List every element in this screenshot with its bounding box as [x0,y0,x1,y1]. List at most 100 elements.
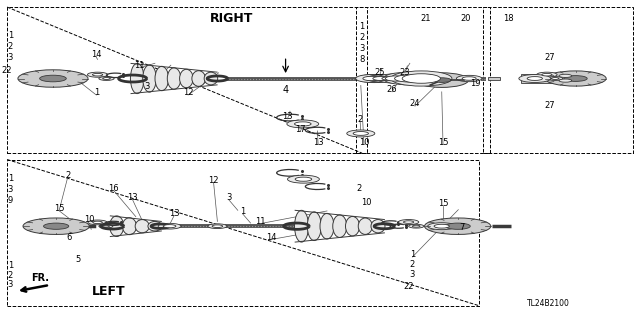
Ellipse shape [415,73,468,87]
Ellipse shape [356,75,388,83]
Text: 1: 1 [410,250,415,259]
Ellipse shape [433,78,451,82]
Bar [7,7,367,153]
Bar [7,160,479,306]
Text: TL24B2100: TL24B2100 [527,299,570,308]
Ellipse shape [371,219,385,233]
Ellipse shape [537,72,557,77]
Text: 12: 12 [183,88,193,97]
Bar [488,77,500,80]
Ellipse shape [358,218,372,234]
Text: 26: 26 [387,85,397,94]
Ellipse shape [143,65,156,92]
Text: 1: 1 [93,88,99,97]
Ellipse shape [564,76,587,81]
Ellipse shape [212,225,223,227]
Text: 8: 8 [360,55,365,64]
Ellipse shape [287,175,319,183]
Text: 25: 25 [374,68,385,77]
Text: 1: 1 [8,174,13,183]
Text: RIGHT: RIGHT [210,12,253,25]
Text: 6: 6 [66,233,72,242]
Ellipse shape [102,225,109,227]
Ellipse shape [385,76,406,81]
Text: 24: 24 [410,100,420,108]
Ellipse shape [559,74,572,78]
Text: 27: 27 [545,101,556,110]
Ellipse shape [294,210,308,242]
Ellipse shape [307,212,321,241]
Ellipse shape [542,73,552,76]
Text: 15: 15 [438,137,448,146]
Ellipse shape [148,221,162,231]
Text: 27: 27 [545,53,556,62]
Ellipse shape [287,120,319,128]
Ellipse shape [333,215,347,237]
Text: 19: 19 [470,79,480,88]
Ellipse shape [402,74,440,83]
Text: 10: 10 [359,137,369,146]
Ellipse shape [398,219,419,225]
Text: 3: 3 [145,82,150,91]
Ellipse shape [346,217,360,236]
Text: 13: 13 [313,137,323,146]
Text: 1: 1 [360,22,365,31]
Text: 14: 14 [266,233,276,242]
Ellipse shape [167,68,181,89]
Ellipse shape [383,72,434,85]
Ellipse shape [40,75,67,82]
Ellipse shape [545,71,606,86]
Ellipse shape [192,71,205,86]
Bar [559,79,575,82]
Text: 10: 10 [361,198,372,207]
Ellipse shape [377,76,399,81]
Ellipse shape [163,225,176,228]
Ellipse shape [408,224,424,228]
Ellipse shape [462,77,476,80]
Text: LEFT: LEFT [92,285,126,298]
Text: FR.: FR. [31,273,49,283]
Text: 18: 18 [503,14,514,23]
Text: 13: 13 [127,193,138,202]
Ellipse shape [395,75,422,82]
Text: 3: 3 [410,270,415,279]
Ellipse shape [383,77,396,80]
Text: 14: 14 [91,50,102,59]
Bar [483,7,633,153]
Text: 13: 13 [282,112,293,121]
Text: 20: 20 [461,14,471,23]
Ellipse shape [180,69,193,88]
Ellipse shape [391,71,452,86]
Text: 3: 3 [360,44,365,53]
Text: 11: 11 [255,217,266,226]
Ellipse shape [122,218,136,235]
Ellipse shape [92,73,102,76]
Text: 2: 2 [8,42,13,51]
Ellipse shape [295,177,312,181]
Text: 7: 7 [460,223,465,232]
Ellipse shape [373,77,388,80]
Ellipse shape [551,78,559,79]
Ellipse shape [365,76,383,81]
Text: 1: 1 [8,31,13,40]
Text: 2: 2 [8,271,13,280]
Text: 11: 11 [134,61,144,70]
Text: 21: 21 [420,14,431,23]
Text: 15: 15 [54,204,65,213]
Text: 1: 1 [240,207,246,216]
Text: 15: 15 [438,199,448,208]
Ellipse shape [358,74,391,83]
Ellipse shape [294,122,311,126]
Ellipse shape [208,224,227,229]
Text: 4: 4 [282,85,289,95]
Text: 5: 5 [76,255,81,264]
Text: 3: 3 [226,193,232,202]
Text: 23: 23 [399,68,410,77]
Ellipse shape [548,77,563,80]
Text: 3: 3 [8,53,13,62]
Ellipse shape [382,77,394,80]
Ellipse shape [18,70,88,87]
Ellipse shape [403,221,413,223]
Ellipse shape [347,130,375,137]
Ellipse shape [374,77,390,80]
